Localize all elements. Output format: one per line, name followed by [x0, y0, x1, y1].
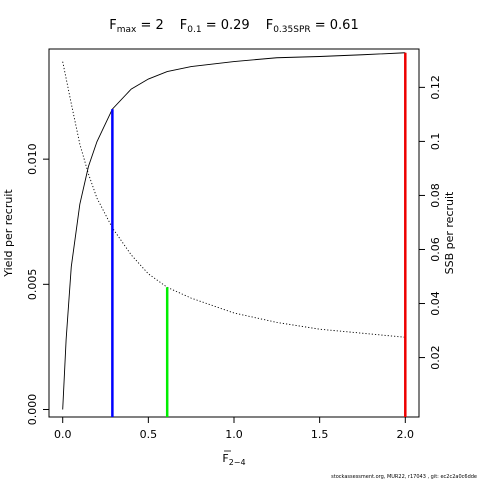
title-f01-label: F: [180, 18, 187, 33]
yield-per-recruit-line: [62, 52, 406, 410]
footer-text: stockassessment.org, MUR22, r17043 , git…: [331, 474, 477, 480]
title-fspr-value: = 0.61: [311, 18, 359, 33]
y-right-tick-label: 0.08: [429, 183, 442, 208]
y-axis-left-label: Yield per recruit: [2, 189, 15, 278]
title-f01-sub: 0.1: [187, 25, 201, 35]
title-f01-value: = 0.29: [202, 18, 250, 33]
title-fspr-label: F: [266, 18, 273, 33]
y-axis-right: 0.02 0.04 0.06 0.08 0.1 0.12: [419, 75, 442, 370]
plot-box: [48, 48, 420, 418]
title-fmax-sub: max: [117, 25, 137, 35]
reference-lines: [111, 52, 407, 417]
x-tick-label: 2.0: [397, 428, 415, 441]
x-tick-label: 0.5: [140, 428, 158, 441]
title-fspr-sub: 0.35SPR: [273, 25, 310, 35]
series-group: [62, 52, 406, 410]
x-axis: 0.0 0.5 1.0 1.5 2.0: [54, 417, 414, 441]
y-left-tick-label: 0.005: [26, 269, 39, 301]
y-left-tick-label: 0.010: [26, 143, 39, 175]
y-right-tick-label: 0.04: [429, 291, 442, 316]
x-axis-label-main: F: [222, 452, 228, 465]
title-fmax-label: F: [109, 18, 116, 33]
title-fmax-value: = 2: [136, 18, 163, 33]
chart-title: Fmax = 2 F0.1 = 0.29 F0.35SPR = 0.61: [109, 18, 358, 35]
y-axis-left: 0.000 0.005 0.010: [26, 143, 49, 425]
y-right-tick-label: 0.1: [429, 133, 442, 151]
y-right-tick-label: 0.12: [429, 75, 442, 100]
x-axis-label: F2−4: [222, 452, 245, 467]
x-tick-label: 0.0: [54, 428, 72, 441]
x-axis-label-sub: 2−4: [229, 458, 246, 467]
y-right-tick-label: 0.02: [429, 345, 442, 370]
x-tick-label: 1.5: [311, 428, 329, 441]
y-right-tick-label: 0.06: [429, 237, 442, 261]
ssb-per-recruit-line: [62, 61, 406, 338]
y-left-tick-label: 0.000: [26, 394, 39, 426]
y-axis-right-label: SSB per recruit: [443, 191, 456, 274]
x-tick-label: 1.0: [225, 428, 243, 441]
